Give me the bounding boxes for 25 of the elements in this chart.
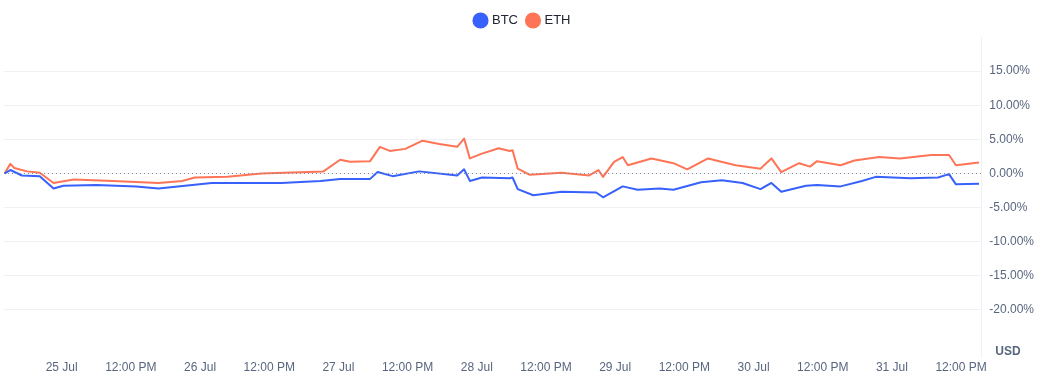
y-tick-label: -15.00% xyxy=(989,268,1035,283)
legend-label: BTC xyxy=(492,12,518,28)
x-tick-label: 12:00 PM xyxy=(797,360,849,375)
y-tick-label: -20.00% xyxy=(989,302,1035,317)
legend-label: ETH xyxy=(544,12,571,28)
x-tick-label: 12:00 PM xyxy=(381,360,434,375)
y-tick-label: -5.00% xyxy=(989,199,1028,214)
x-tick-label: 27 Jul xyxy=(322,360,355,375)
x-tick-label: 12:00 PM xyxy=(105,360,157,375)
x-tick-label: 30 Jul xyxy=(737,360,770,375)
y-tick-label: -10.00% xyxy=(989,233,1035,248)
x-tick-label: 12:00 PM xyxy=(520,360,572,375)
x-tick-label: 25 Jul xyxy=(45,360,78,375)
y-tick-label: 10.00% xyxy=(989,97,1031,112)
x-tick-label: 12:00 PM xyxy=(658,360,711,375)
x-tick-label: 31 Jul xyxy=(875,360,908,375)
x-tick-label: 12:00 PM xyxy=(935,360,987,375)
x-tick-label: 28 Jul xyxy=(460,360,493,375)
text: USD xyxy=(995,343,1021,358)
x-tick-label: 29 Jul xyxy=(599,360,632,375)
x-tick-label: 12:00 PM xyxy=(243,360,295,375)
y-tick-label: 5.00% xyxy=(989,131,1024,146)
y-tick-label: 0.00% xyxy=(989,165,1024,180)
x-tick-label: 26 Jul xyxy=(184,360,217,375)
y-tick-label: 15.00% xyxy=(989,63,1031,78)
